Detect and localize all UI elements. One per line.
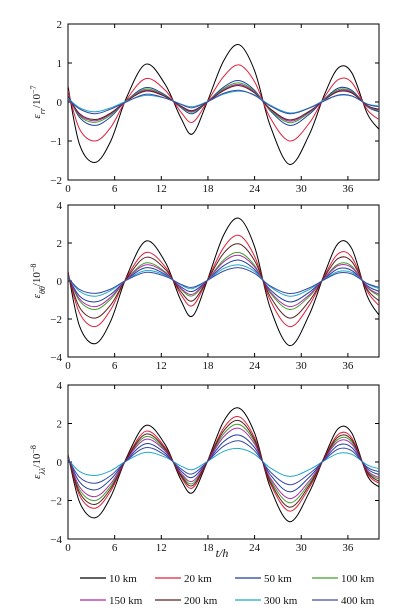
legend-label: 400 km (341, 595, 375, 607)
plot-frame (67, 204, 380, 358)
x-tick-label: 0 (65, 360, 71, 372)
y-axis-label: εθθ/10−8 (29, 264, 47, 299)
legend: 10 km 20 km 50 km 100 km 150 km 200 km 300 km 4… (80, 573, 375, 607)
y-tick-label: 2 (57, 238, 63, 250)
series-line-50km (68, 259, 379, 303)
plot-frame (67, 384, 380, 540)
x-tick-label: 0 (65, 542, 71, 554)
legend-label: 20 km (184, 573, 212, 585)
legend-label: 150 km (109, 595, 143, 607)
x-tick-label: 18 (202, 183, 214, 195)
series-line-300km (68, 447, 379, 477)
legend-label: 50 km (264, 573, 292, 585)
y-tick-label: 4 (57, 380, 63, 392)
x-tick-label: 18 (202, 542, 214, 554)
x-tick-label: 12 (156, 360, 167, 372)
y-tick-label: 2 (57, 19, 63, 31)
y-axis-label: εrr/10−7 (29, 85, 47, 118)
series-line-20km (68, 416, 379, 512)
y-tick-label: 0 (57, 97, 63, 109)
legend-label: 300 km (264, 595, 298, 607)
legend-label: 100 km (341, 573, 375, 585)
x-tick-label: 0 (65, 183, 71, 195)
series-line-100km (68, 423, 379, 504)
series-line-400km (68, 267, 379, 295)
y-tick-label: 0 (57, 457, 63, 469)
series-line-50km (68, 80, 379, 126)
y-tick-label: −4 (50, 352, 62, 364)
y-tick-label: −2 (50, 175, 62, 187)
y-tick-label: 0 (57, 276, 63, 288)
plot-frame (67, 23, 380, 181)
series-line-400km (68, 89, 379, 115)
series-line-100km (68, 82, 379, 124)
series-line-200km (68, 419, 379, 508)
series-line-10km (68, 44, 379, 165)
x-tick-label: 18 (202, 360, 214, 372)
x-tick-label: 36 (342, 183, 354, 195)
series-line-50km (68, 434, 379, 493)
y-axis-label: ελλ/10−8 (29, 445, 47, 479)
x-tick-label: 12 (156, 542, 167, 554)
x-tick-label: 36 (342, 360, 354, 372)
series-line-10km (68, 407, 379, 523)
x-tick-label: 30 (296, 360, 308, 372)
x-tick-label: 6 (112, 183, 118, 195)
series-line-10km (68, 217, 379, 347)
x-tick-label: 6 (112, 360, 118, 372)
y-tick-label: 2 (57, 419, 63, 431)
series-line-400km (68, 440, 379, 486)
series-line-150km (68, 427, 379, 500)
series-line-300km (68, 264, 379, 297)
x-tick-label: 30 (296, 542, 308, 554)
x-tick-label: 30 (296, 183, 308, 195)
series-line-100km (68, 251, 379, 311)
x-tick-label: 12 (156, 183, 167, 195)
x-axis-label: t/h (216, 546, 229, 560)
series-line-150km (68, 83, 379, 122)
legend-label: 200 km (184, 595, 218, 607)
x-tick-label: 24 (249, 360, 261, 372)
series-line-20km (68, 64, 379, 142)
x-tick-label: 6 (112, 542, 118, 554)
y-tick-label: −2 (50, 496, 62, 508)
series-line-20km (68, 234, 379, 328)
legend-label: 10 km (109, 573, 137, 585)
series-line-150km (68, 254, 379, 308)
series-line-200km (68, 243, 379, 319)
y-tick-label: −4 (50, 534, 62, 546)
x-tick-label: 36 (342, 542, 354, 554)
x-tick-label: 24 (249, 542, 261, 554)
y-tick-label: 1 (57, 58, 63, 70)
x-tick-label: 24 (249, 183, 261, 195)
y-tick-label: −1 (50, 136, 62, 148)
series-line-200km (68, 85, 379, 121)
y-tick-label: −2 (50, 314, 62, 326)
y-tick-label: 4 (57, 200, 63, 212)
